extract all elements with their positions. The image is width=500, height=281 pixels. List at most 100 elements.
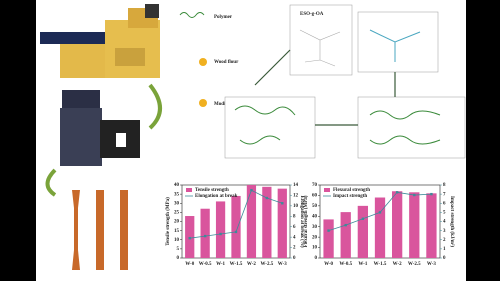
- wood-flour-icon: [199, 58, 207, 66]
- arrow: [148, 83, 162, 130]
- y2-tick-label: 0: [443, 256, 446, 261]
- legend-swatch: [186, 188, 192, 192]
- injection-machine: [60, 90, 140, 166]
- modified-wood-flour-icon: [199, 99, 207, 107]
- bar: [262, 186, 272, 258]
- bar: [374, 197, 386, 258]
- bar: [215, 201, 226, 258]
- y-tick-label: 10: [312, 246, 318, 251]
- y2-axis-label: Elongation at break (%): [299, 196, 304, 248]
- polymers: [369, 110, 441, 145]
- polymer-icon: [179, 12, 205, 18]
- y-tick-label: 20: [174, 220, 180, 225]
- y-tick-label: 0: [315, 256, 318, 261]
- legend-label: Tensile strength: [195, 188, 229, 193]
- marker: [395, 191, 399, 194]
- legend-label: Impact strength: [333, 194, 367, 199]
- arrow: [45, 168, 57, 197]
- bar: [392, 191, 403, 258]
- label: ESO-g-OA: [300, 12, 324, 17]
- y2-tick-label: 14: [293, 183, 299, 188]
- molecule: [299, 29, 341, 67]
- y2-tick-label: 1: [443, 247, 446, 252]
- marker: [188, 236, 191, 240]
- y2-tick-label: 4: [443, 220, 446, 225]
- y2-tick-label: 6: [293, 225, 296, 230]
- y2-tick-label: 7: [443, 192, 446, 197]
- x-tick-label: W-2: [247, 262, 256, 267]
- y-tick-label: 10: [174, 238, 180, 243]
- marker: [430, 192, 433, 196]
- bar: [200, 208, 210, 258]
- marker: [219, 232, 222, 236]
- y2-tick-label: 8: [443, 183, 446, 188]
- y-tick-label: 40: [174, 183, 180, 188]
- marker: [327, 229, 330, 232]
- x-tick-label: W-2.5: [260, 262, 273, 267]
- box: [357, 96, 466, 159]
- polymers: [234, 105, 296, 145]
- y-axis-label: Flexural strength (MPa): [304, 195, 309, 247]
- x-tick-label: W-1.5: [230, 262, 243, 267]
- y-tick-label: 30: [312, 225, 318, 230]
- connector: [254, 49, 396, 126]
- box: [357, 11, 439, 73]
- marker: [361, 217, 365, 220]
- y2-tick-label: 0: [293, 256, 296, 261]
- marker: [344, 223, 347, 227]
- y-tick-label: 60: [312, 194, 318, 199]
- label: Polymer: [214, 15, 233, 20]
- x-tick-label: W-3: [427, 262, 436, 267]
- marker: [265, 196, 269, 200]
- x-tick-label: W-2.5: [408, 262, 421, 267]
- x-tick-label: W-1.5: [374, 262, 387, 267]
- bar: [246, 185, 257, 258]
- molecule: [369, 29, 421, 62]
- x-tick-label: W-0.5: [199, 262, 212, 267]
- marker: [413, 193, 416, 197]
- box: [289, 4, 353, 76]
- legend-swatch: [324, 188, 330, 192]
- legend-label: Flexural strength: [333, 188, 370, 193]
- bar: [277, 188, 287, 258]
- marker: [378, 211, 382, 214]
- y2-tick-label: 8: [293, 214, 296, 219]
- y2-axis-label: Impact strength (kJ/m²): [449, 196, 455, 247]
- y2-tick-label: 6: [443, 201, 446, 206]
- y-tick-label: 30: [174, 201, 180, 206]
- bar: [426, 193, 437, 258]
- y-tick-label: 20: [312, 235, 318, 240]
- x-tick-label: W-0: [185, 262, 194, 267]
- x-tick-label: W-1: [358, 262, 367, 267]
- bar: [340, 212, 351, 258]
- y2-tick-label: 12: [293, 194, 299, 199]
- bar: [231, 195, 241, 258]
- y-tick-label: 25: [174, 211, 180, 216]
- y-axis-label: Tensile strength (MPa): [166, 197, 171, 246]
- bar: [409, 192, 420, 258]
- bar: [357, 205, 368, 258]
- x-tick-label: W-0.5: [339, 262, 352, 267]
- label: Wood flour: [214, 60, 239, 65]
- y2-tick-label: 2: [293, 246, 296, 251]
- specimens: [72, 190, 128, 270]
- x-tick-label: W-1: [216, 262, 225, 267]
- x-tick-label: W-2: [393, 262, 402, 267]
- box: [224, 96, 316, 159]
- y-tick-label: 40: [312, 214, 318, 219]
- y2-tick-label: 5: [443, 211, 446, 216]
- x-tick-label: W-0: [324, 262, 333, 267]
- y-tick-label: 35: [174, 192, 180, 197]
- y-tick-label: 70: [312, 183, 318, 188]
- y-tick-label: 0: [177, 256, 180, 261]
- marker: [281, 202, 284, 205]
- y-tick-label: 15: [174, 229, 180, 234]
- y2-tick-label: 10: [293, 204, 299, 209]
- y-tick-label: 50: [312, 204, 318, 209]
- marker: [234, 230, 238, 234]
- y2-tick-label: 4: [293, 235, 296, 240]
- x-tick-label: W-3: [278, 262, 287, 267]
- y2-tick-label: 3: [443, 229, 446, 234]
